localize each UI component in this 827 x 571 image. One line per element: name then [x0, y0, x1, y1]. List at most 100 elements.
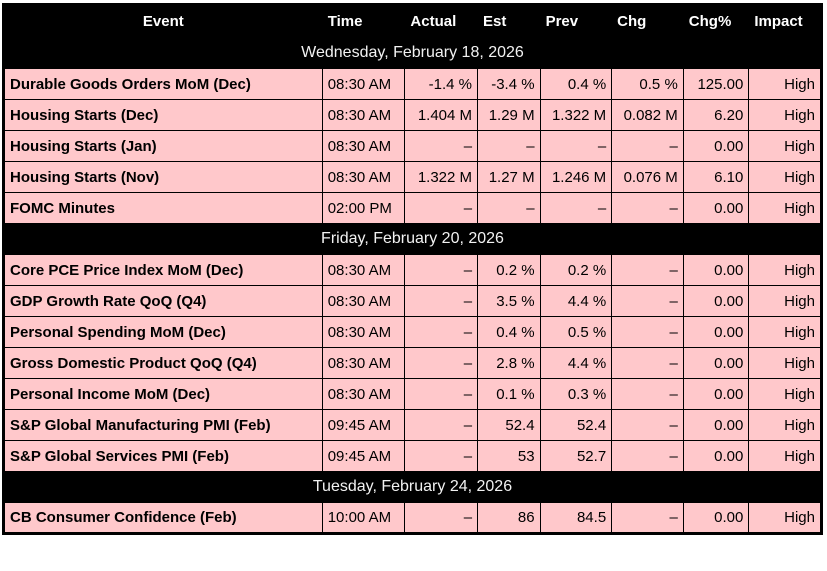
header-chg-pct: Chg% [682, 4, 750, 38]
chg-cell: – [611, 440, 684, 472]
actual-cell: – [404, 254, 479, 286]
est-cell: 86 [477, 502, 541, 534]
est-cell: – [477, 130, 541, 162]
prev-cell: – [539, 130, 613, 162]
header-prev: Prev [539, 4, 613, 38]
event-cell: Durable Goods Orders MoM (Dec) [3, 68, 323, 100]
impact-cell: High [748, 409, 822, 441]
impact-cell: High [748, 316, 822, 348]
time-cell: 08:30 AM [321, 99, 406, 131]
chg-pct-cell: 0.00 [682, 316, 750, 348]
est-cell: 2.8 % [477, 347, 541, 379]
event-cell: GDP Growth Rate QoQ (Q4) [3, 285, 323, 317]
est-cell: 3.5 % [477, 285, 541, 317]
header-row: Event Time Actual Est Prev Chg Chg% Impa… [3, 4, 822, 38]
chg-cell: 0.076 M [611, 161, 684, 193]
actual-cell: – [404, 192, 479, 224]
chg-pct-cell: 0.00 [682, 440, 750, 472]
table-row: S&P Global Manufacturing PMI (Feb) 09:45 … [3, 409, 822, 441]
table-row: GDP Growth Rate QoQ (Q4) 08:30 AM –3.5 % 4.… [3, 285, 822, 317]
header-est: Est [477, 4, 541, 38]
impact-cell: High [748, 378, 822, 410]
est-cell: 0.4 % [477, 316, 541, 348]
prev-cell: 4.4 % [539, 347, 613, 379]
est-cell: 52.4 [477, 409, 541, 441]
actual-cell: – [404, 409, 479, 441]
est-cell: -3.4 % [477, 68, 541, 100]
chg-pct-cell: 6.10 [682, 161, 750, 193]
actual-cell: 1.404 M [404, 99, 479, 131]
time-cell: 02:00 PM [321, 192, 406, 224]
event-cell: Personal Income MoM (Dec) [3, 378, 323, 410]
time-cell: 08:30 AM [321, 161, 406, 193]
prev-cell: 0.3 % [539, 378, 613, 410]
chg-cell: – [611, 409, 684, 441]
actual-cell: 1.322 M [404, 161, 479, 193]
event-cell: Housing Starts (Jan) [3, 130, 323, 162]
actual-cell: – [404, 502, 479, 534]
chg-pct-cell: 0.00 [682, 347, 750, 379]
impact-cell: High [748, 502, 822, 534]
actual-cell: – [404, 378, 479, 410]
chg-cell: 0.5 % [611, 68, 684, 100]
event-cell: CB Consumer Confidence (Feb) [3, 502, 323, 534]
prev-cell: 1.246 M [539, 161, 613, 193]
header-event: Event [3, 4, 323, 38]
actual-cell: – [404, 347, 479, 379]
date-separator-label: Wednesday, February 18, 2026 [3, 37, 822, 69]
table-row: Housing Starts (Dec) 08:30 AM 1.404 M 1.29 … [3, 99, 822, 131]
table-row: Gross Domestic Product QoQ (Q4) 08:30 AM –… [3, 347, 822, 379]
table-row: Personal Income MoM (Dec) 08:30 AM –0.1 % 0… [3, 378, 822, 410]
economic-calendar-table: Event Time Actual Est Prev Chg Chg% Impa… [2, 3, 823, 535]
est-cell: 0.1 % [477, 378, 541, 410]
event-cell: Housing Starts (Nov) [3, 161, 323, 193]
est-cell: 0.2 % [477, 254, 541, 286]
event-cell: Core PCE Price Index MoM (Dec) [3, 254, 323, 286]
chg-cell: – [611, 347, 684, 379]
table-row: Housing Starts (Nov) 08:30 AM 1.322 M 1.27 … [3, 161, 822, 193]
prev-cell: – [539, 192, 613, 224]
table-row: Personal Spending MoM (Dec) 08:30 AM – 0.4 … [3, 316, 822, 348]
event-cell: S&P Global Services PMI (Feb) [3, 440, 323, 472]
chg-pct-cell: 0.00 [682, 130, 750, 162]
time-cell: 09:45 AM [321, 440, 406, 472]
impact-cell: High [748, 99, 822, 131]
chg-pct-cell: 0.00 [682, 192, 750, 224]
event-cell: Gross Domestic Product QoQ (Q4) [3, 347, 323, 379]
chg-pct-cell: 0.00 [682, 378, 750, 410]
time-cell: 08:30 AM [321, 378, 406, 410]
date-separator-row: Tuesday, February 24, 2026 [3, 471, 822, 503]
prev-cell: 84.5 [539, 502, 613, 534]
table-body: Wednesday, February 18, 2026 Durable Good… [3, 37, 822, 534]
prev-cell: 0.5 % [539, 316, 613, 348]
time-cell: 08:30 AM [321, 347, 406, 379]
table-row: FOMC Minutes 02:00 PM – – – –0.00 High [3, 192, 822, 224]
event-cell: Personal Spending MoM (Dec) [3, 316, 323, 348]
est-cell: 1.29 M [477, 99, 541, 131]
time-cell: 08:30 AM [321, 254, 406, 286]
header-impact: Impact [748, 4, 822, 38]
prev-cell: 52.7 [539, 440, 613, 472]
event-cell: FOMC Minutes [3, 192, 323, 224]
event-cell: Housing Starts (Dec) [3, 99, 323, 131]
time-cell: 08:30 AM [321, 316, 406, 348]
chg-cell: – [611, 254, 684, 286]
impact-cell: High [748, 347, 822, 379]
table-row: CB Consumer Confidence (Feb) 10:00 AM –86 8… [3, 502, 822, 534]
date-separator-row: Friday, February 20, 2026 [3, 223, 822, 255]
table-row: Housing Starts (Jan) 08:30 AM – – – –0.00 High [3, 130, 822, 162]
table-row: Durable Goods Orders MoM (Dec) 08:30 AM -1… [3, 68, 822, 100]
impact-cell: High [748, 254, 822, 286]
time-cell: 10:00 AM [321, 502, 406, 534]
date-separator-label: Tuesday, February 24, 2026 [3, 471, 822, 503]
chg-pct-cell: 125.00 [682, 68, 750, 100]
prev-cell: 1.322 M [539, 99, 613, 131]
impact-cell: High [748, 285, 822, 317]
event-cell: S&P Global Manufacturing PMI (Feb) [3, 409, 323, 441]
est-cell: – [477, 192, 541, 224]
actual-cell: – [404, 285, 479, 317]
date-separator-label: Friday, February 20, 2026 [3, 223, 822, 255]
chg-cell: – [611, 285, 684, 317]
prev-cell: 0.4 % [539, 68, 613, 100]
chg-cell: – [611, 316, 684, 348]
